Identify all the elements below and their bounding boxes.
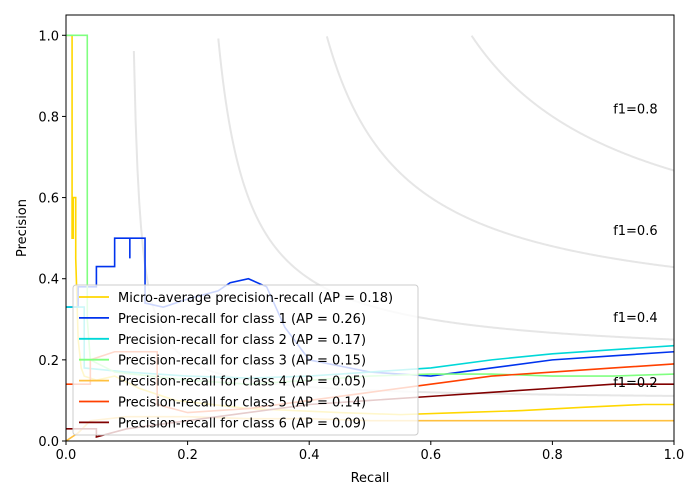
x-tick-label: 0.0 xyxy=(56,448,77,463)
iso-f1-label: f1=0.2 xyxy=(613,376,657,391)
legend-entry: Precision-recall for class 2 (AP = 0.17) xyxy=(118,333,366,348)
iso-f1-curve xyxy=(325,36,674,269)
y-axis-ticks: 0.0 0.2 0.4 0.6 0.8 1.0 xyxy=(38,29,66,450)
legend-box xyxy=(72,284,419,436)
x-tick-label: 0.6 xyxy=(420,448,441,463)
legend-entry: Precision-recall for class 1 (AP = 0.26) xyxy=(118,312,366,327)
legend: Micro-average precision-recall (AP = 0.1… xyxy=(72,284,419,436)
legend-entry: Micro-average precision-recall (AP = 0.1… xyxy=(118,291,393,306)
legend-entry: Precision-recall for class 5 (AP = 0.14) xyxy=(118,396,366,411)
x-tick-label: 1.0 xyxy=(664,448,685,463)
y-tick-label: 0.0 xyxy=(38,435,59,450)
y-tick-label: 0.2 xyxy=(38,354,59,369)
legend-entry: Precision-recall for class 4 (AP = 0.05) xyxy=(118,375,366,390)
x-tick-label: 0.2 xyxy=(177,448,198,463)
plot-frame xyxy=(65,14,675,442)
y-tick-label: 0.4 xyxy=(38,273,59,288)
y-tick-label: 0.8 xyxy=(38,110,59,125)
y-tick-label: 1.0 xyxy=(38,29,59,44)
iso-f1-curve xyxy=(217,38,674,341)
legend-entry: Precision-recall for class 6 (AP = 0.09) xyxy=(118,416,366,431)
x-axis-title: Recall xyxy=(351,471,390,486)
x-axis-ticks: 0.0 0.2 0.4 0.6 0.8 1.0 xyxy=(56,441,685,463)
legend-entry: Precision-recall for class 3 (AP = 0.15) xyxy=(118,354,366,369)
iso-f1-label: f1=0.4 xyxy=(613,311,657,326)
iso-f1-label: f1=0.6 xyxy=(613,224,657,239)
iso-f1-labels: f1=0.2 f1=0.4 f1=0.6 f1=0.8 xyxy=(613,102,657,391)
iso-f1-label: f1=0.8 xyxy=(613,102,657,117)
iso-f1-curve xyxy=(470,35,674,172)
x-tick-label: 0.4 xyxy=(299,448,320,463)
y-tick-label: 0.6 xyxy=(38,192,59,207)
y-axis-title: Precision xyxy=(15,199,30,257)
x-tick-label: 0.8 xyxy=(542,448,563,463)
